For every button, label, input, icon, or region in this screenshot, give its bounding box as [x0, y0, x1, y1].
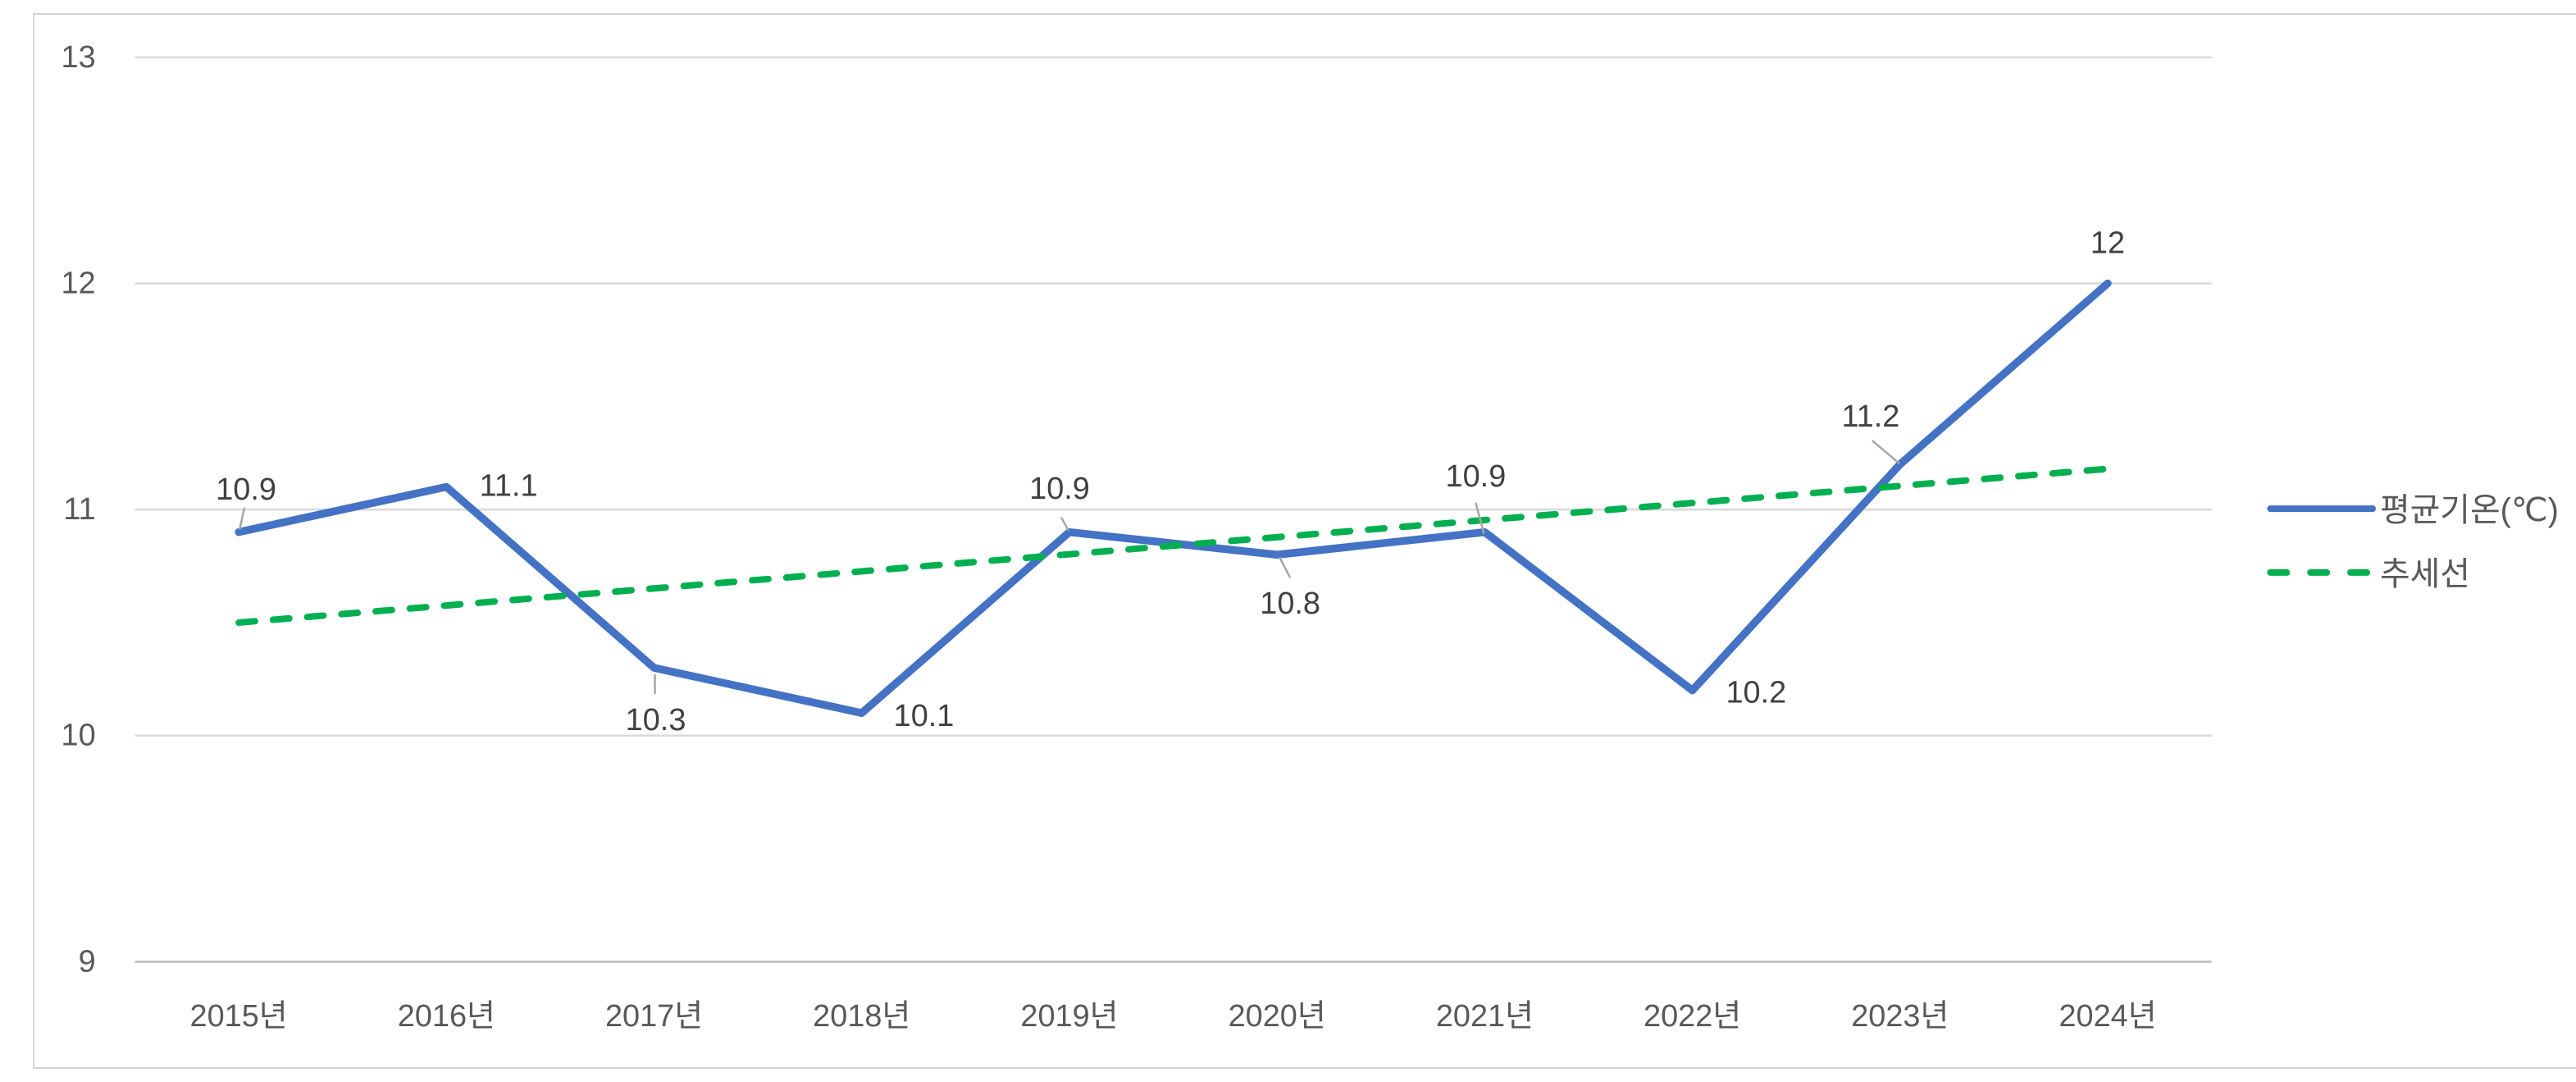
- data-point-label: 10.9: [216, 473, 276, 507]
- x-axis-label: 2016년: [398, 999, 495, 1034]
- data-label-leader-line: [238, 507, 246, 530]
- legend-label: 평균기온(℃): [2380, 492, 2559, 528]
- x-axis-label: 2022년: [1644, 999, 1741, 1034]
- data-label-leader-line: [1060, 517, 1070, 532]
- x-axis-label: 2024년: [2059, 999, 2156, 1034]
- data-point-label: 11.1: [480, 469, 538, 504]
- x-axis-label: 2019년: [1020, 999, 1118, 1034]
- data-point-label: 10.9: [1029, 472, 1090, 506]
- y-axis-label: 11: [63, 492, 95, 527]
- y-axis-label: 13: [62, 40, 96, 75]
- chart-plot-area: 9 10 11 12 13 2015년 2016년 2017년 2018년 2019년 2020년 2…: [62, 40, 2559, 1034]
- data-point-label: 12: [2090, 226, 2125, 261]
- data-point-label: 10.3: [626, 703, 686, 737]
- x-axis-label: 2020년: [1229, 999, 1326, 1034]
- y-axis-label: 12: [62, 266, 96, 300]
- x-axis-label: 2017년: [605, 999, 703, 1034]
- data-label-leader-line: [1279, 556, 1292, 578]
- legend-label: 추세선: [2380, 556, 2470, 592]
- y-axis-label: 9: [79, 944, 96, 979]
- x-axis-label: 2015년: [190, 999, 288, 1034]
- average-temperature-line-chart: 9 10 11 12 13 2015년 2016년 2017년 2018년 2019년 2020년 2…: [33, 13, 2576, 1069]
- data-label-leader-line: [1872, 440, 1900, 464]
- x-axis-label: 2023년: [1851, 999, 1949, 1034]
- data-point-label: 10.9: [1446, 459, 1507, 494]
- data-point-label: 10.2: [1726, 676, 1786, 710]
- trend-line: [235, 465, 2111, 626]
- data-point-label: 10.1: [894, 699, 955, 733]
- data-point-label: 11.2: [1841, 399, 1899, 434]
- x-axis-label: 2018년: [813, 999, 910, 1034]
- data-label-leader-line: [1475, 502, 1485, 534]
- data-point-label: 10.8: [1260, 587, 1320, 621]
- y-axis-label: 10: [62, 719, 96, 753]
- x-axis-label: 2021년: [1436, 999, 1534, 1034]
